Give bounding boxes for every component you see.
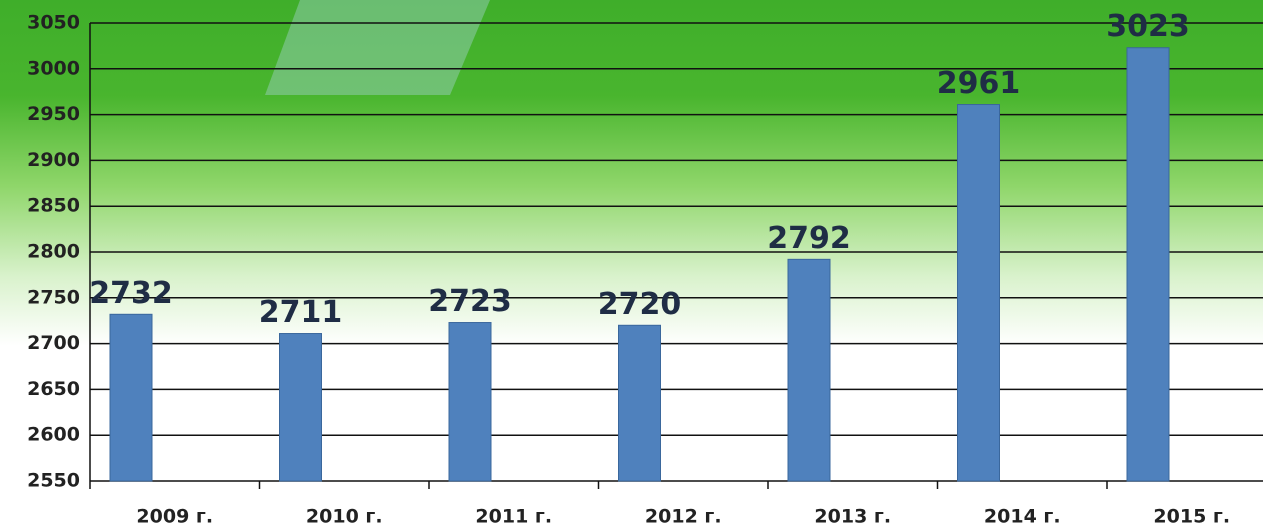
bar	[1126, 47, 1170, 482]
y-tick-label: 3000	[27, 57, 80, 79]
value-label: 2723	[428, 284, 512, 319]
x-tick-label: 2011 г.	[475, 506, 552, 528]
x-tick-label: 2015 г.	[1153, 506, 1230, 528]
value-label: 2792	[767, 221, 851, 256]
y-tick-label: 2600	[27, 424, 80, 446]
x-tick-label: 2012 г.	[645, 506, 722, 528]
x-tick-label: 2009 г.	[136, 506, 213, 528]
y-tick-label: 2800	[27, 241, 80, 263]
bar	[957, 104, 1000, 482]
value-label: 2961	[937, 66, 1021, 101]
x-tick-label: 2013 г.	[814, 506, 891, 528]
y-tick-label: 2700	[27, 332, 80, 354]
y-tick-label: 2650	[27, 378, 80, 400]
y-tick-label: 2850	[27, 195, 80, 217]
x-tick-label: 2014 г.	[984, 506, 1061, 528]
bar	[109, 313, 153, 482]
x-tick-label: 2010 г.	[306, 506, 383, 528]
y-tick-label: 2950	[27, 103, 80, 125]
bar	[279, 333, 322, 482]
y-tick-label: 2750	[27, 286, 80, 308]
y-tick-label: 2900	[27, 149, 80, 171]
y-tick-label: 2550	[27, 470, 80, 492]
value-label: 2720	[598, 287, 682, 322]
value-label: 3023	[1106, 9, 1190, 44]
value-label: 2732	[89, 276, 173, 311]
bar	[787, 258, 831, 482]
y-tick-label: 3050	[27, 12, 80, 34]
bar	[448, 322, 492, 482]
value-label: 2711	[259, 295, 343, 330]
bar	[618, 324, 661, 482]
